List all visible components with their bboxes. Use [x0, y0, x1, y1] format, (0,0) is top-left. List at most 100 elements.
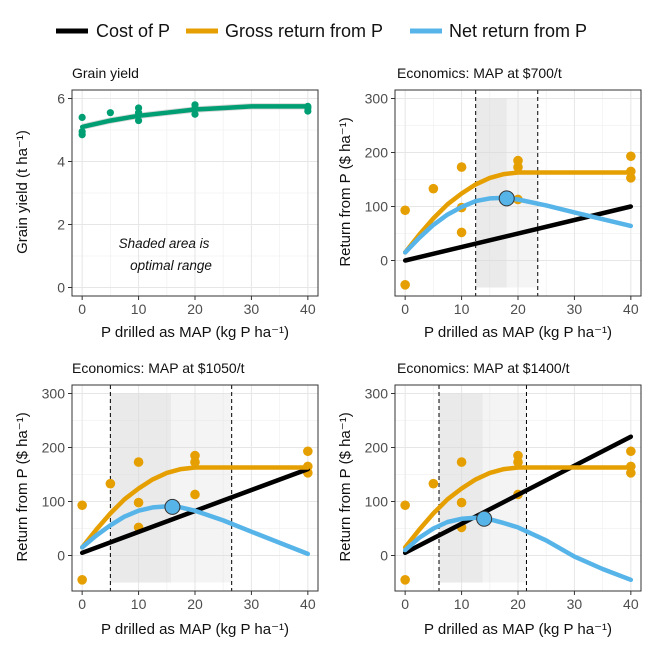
x-tick-label: 0 — [78, 596, 86, 612]
panel-economics-700: Economics: MAP at $700/t 0 10 20 30 40 0 100 20… — [337, 65, 642, 341]
y-axis-label: Grain yield (t ha⁻¹) — [14, 130, 31, 254]
x-tick-label: 40 — [623, 301, 639, 317]
legend-item-gross: Gross return from P — [186, 21, 383, 41]
gross-return-point — [133, 457, 144, 467]
gross-return-point — [105, 478, 116, 489]
optimal-range-shade — [171, 393, 232, 583]
x-tick-label: 20 — [510, 596, 526, 612]
legend-item-net: Net return from P — [410, 21, 587, 41]
yield-point — [304, 107, 312, 115]
legend-label-net: Net return from P — [449, 21, 587, 41]
y-axis-label: Return from P ($ ha⁻¹) — [337, 117, 354, 266]
gross-return-point — [456, 457, 467, 467]
gross-return-point — [428, 183, 439, 194]
yield-point — [134, 104, 143, 112]
x-tick-label: 0 — [78, 301, 86, 317]
y-tick-label: 2 — [57, 216, 65, 232]
y-axis-label: Return from P ($ ha⁻¹) — [14, 412, 31, 561]
yield-point — [134, 116, 143, 125]
panel-economics-1050: Economics: MAP at $1050/t 0 10 20 30 40 0 100 2… — [14, 360, 319, 638]
x-tick-label: 10 — [454, 301, 470, 317]
panel-grain-yield: Grain yield 0 10 20 30 40 0 2 4 6 Grain yield (t… — [14, 65, 319, 341]
y-tick-label: 6 — [57, 91, 65, 107]
y-tick-label: 300 — [365, 91, 389, 107]
x-tick-label: 0 — [401, 596, 409, 612]
gross-return-point — [626, 173, 636, 183]
gross-return-point — [400, 205, 410, 216]
y-axis-label: Return from P ($ ha⁻¹) — [337, 412, 354, 561]
gross-return-line — [79, 465, 311, 550]
x-axis-label: P drilled as MAP (kg P ha⁻¹) — [424, 324, 612, 341]
panel-title: Economics: MAP at $700/t — [397, 65, 562, 81]
x-axis-label: P drilled as MAP (kg P ha⁻¹) — [101, 324, 289, 341]
gross-return-point — [456, 227, 467, 238]
gross-return-point — [513, 457, 523, 467]
x-axis-label: P drilled as MAP (kg P ha⁻¹) — [101, 621, 289, 638]
panel-title: Grain yield — [72, 65, 139, 81]
panel-title: Economics: MAP at $1050/t — [72, 360, 245, 376]
x-tick-label: 10 — [454, 596, 470, 612]
y-tick-label: 4 — [57, 154, 65, 170]
gross-return-point — [626, 446, 636, 457]
gross-return-point — [77, 574, 87, 585]
y-tick-label: 100 — [365, 198, 389, 214]
legend: Cost of P Gross return from P Net return… — [56, 21, 587, 41]
x-tick-label: 30 — [567, 301, 583, 317]
x-tick-label: 30 — [567, 596, 583, 612]
gross-return-line — [402, 465, 634, 550]
x-tick-label: 20 — [187, 596, 203, 612]
yield-fit-line — [79, 104, 311, 130]
legend-label-cost: Cost of P — [96, 21, 170, 41]
yield-point — [106, 109, 114, 117]
gross-return-point — [428, 478, 439, 489]
x-tick-label: 20 — [510, 301, 526, 317]
optimum-marker — [476, 510, 493, 527]
gross-return-point — [400, 279, 410, 290]
annotation-line-1: Shaded area is — [119, 236, 210, 251]
optimum-marker — [164, 498, 181, 515]
annotation-line-2: optimal range — [130, 258, 212, 273]
yield-point — [191, 110, 199, 118]
y-tick-label: 200 — [42, 440, 66, 456]
gross-return-point — [190, 489, 200, 500]
gross-return-point — [400, 574, 410, 585]
cost-line — [402, 434, 634, 556]
gross-return-point — [456, 162, 467, 172]
gross-return-point — [626, 151, 636, 162]
x-axis-label: P drilled as MAP (kg P ha⁻¹) — [424, 621, 612, 638]
gross-return-point — [513, 162, 523, 172]
optimum-marker — [498, 190, 515, 207]
x-tick-label: 40 — [300, 596, 316, 612]
yield-point — [78, 127, 86, 136]
y-tick-label: 300 — [42, 386, 66, 402]
y-tick-label: 0 — [57, 279, 65, 295]
gross-return-point — [190, 457, 200, 467]
x-tick-label: 10 — [131, 301, 147, 317]
y-tick-label: 200 — [365, 440, 389, 456]
gross-return-point — [626, 468, 636, 478]
y-tick-label: 0 — [380, 252, 388, 268]
legend-item-cost: Cost of P — [56, 21, 170, 41]
gross-return-point — [456, 497, 467, 508]
net-return-line — [402, 195, 634, 255]
y-tick-label: 0 — [57, 547, 65, 563]
x-tick-label: 30 — [244, 596, 260, 612]
x-tick-label: 30 — [244, 301, 260, 317]
gross-return-point — [400, 500, 410, 511]
x-tick-label: 40 — [300, 301, 316, 317]
gross-return-point — [133, 497, 144, 508]
yield-point — [78, 113, 86, 122]
x-tick-label: 20 — [187, 301, 203, 317]
x-tick-label: 10 — [131, 596, 147, 612]
y-tick-label: 300 — [365, 386, 389, 402]
optimal-range-shade — [482, 393, 527, 583]
yield-point — [191, 101, 199, 109]
y-tick-label: 100 — [42, 493, 66, 509]
panel-economics-1400: Economics: MAP at $1400/t 0 10 20 30 40 0 100 2… — [337, 360, 642, 638]
y-tick-label: 100 — [365, 493, 389, 509]
gross-return-point — [303, 446, 313, 457]
legend-label-gross: Gross return from P — [225, 21, 383, 41]
y-tick-label: 0 — [380, 547, 388, 563]
